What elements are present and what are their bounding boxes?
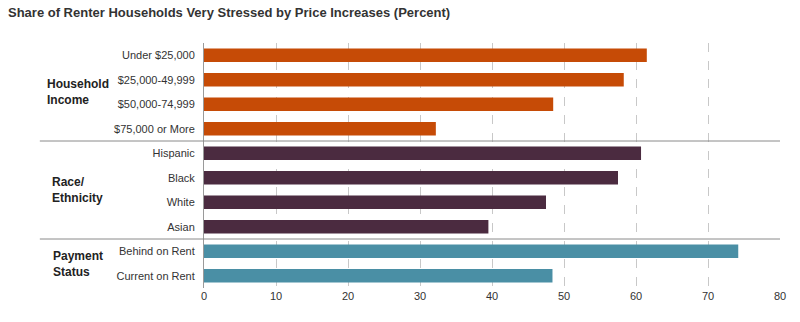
svg-text:20: 20 <box>342 290 354 302</box>
svg-text:10: 10 <box>270 290 282 302</box>
svg-text:Hispanic: Hispanic <box>153 147 196 159</box>
svg-text:70: 70 <box>702 290 714 302</box>
svg-text:Asian: Asian <box>167 221 195 233</box>
svg-text:30: 30 <box>414 290 426 302</box>
svg-text:Black: Black <box>168 172 195 184</box>
svg-text:Under $25,000: Under $25,000 <box>122 49 195 61</box>
svg-text:Share of Renter Households Ver: Share of Renter Households Very Stressed… <box>8 5 450 20</box>
svg-text:$75,000 or More: $75,000 or More <box>114 123 195 135</box>
svg-text:Race/Ethnicity: Race/Ethnicity <box>52 175 103 205</box>
svg-text:Current on Rent: Current on Rent <box>117 270 195 282</box>
svg-text:HouseholdIncome: HouseholdIncome <box>47 77 109 107</box>
svg-text:$25,000-49,999: $25,000-49,999 <box>118 74 195 86</box>
svg-text:PaymentStatus: PaymentStatus <box>53 249 103 279</box>
svg-text:40: 40 <box>486 290 498 302</box>
svg-text:Behind on Rent: Behind on Rent <box>119 245 195 257</box>
svg-text:0: 0 <box>201 290 207 302</box>
svg-text:50: 50 <box>558 290 570 302</box>
svg-text:60: 60 <box>630 290 642 302</box>
svg-text:$50,000-74,999: $50,000-74,999 <box>118 98 195 110</box>
svg-text:80: 80 <box>774 290 786 302</box>
svg-text:White: White <box>167 196 195 208</box>
